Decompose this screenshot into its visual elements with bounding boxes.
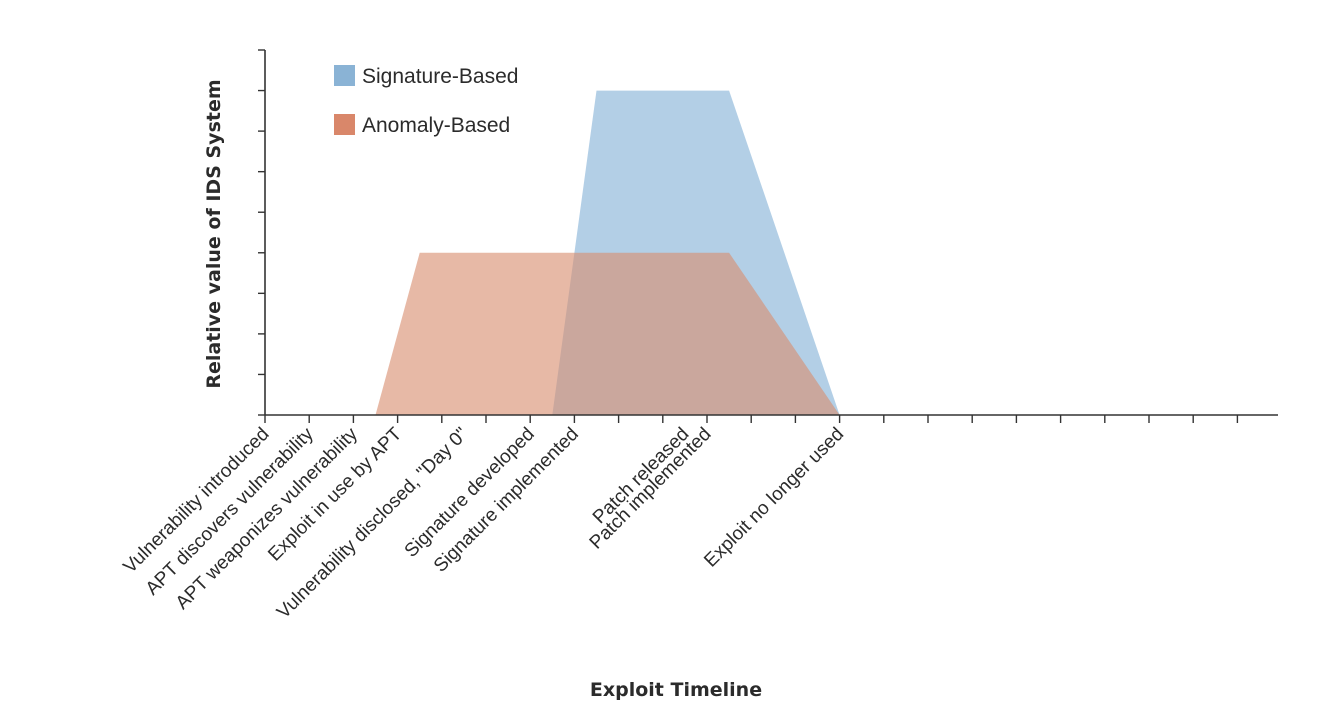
x-axis-ticks — [264, 415, 1239, 423]
legend-label: Signature-Based — [362, 65, 518, 88]
y-axis-title: Relative value of IDS System — [203, 79, 225, 388]
legend-label: Anomaly-Based — [362, 114, 510, 137]
x-axis-title: Exploit Timeline — [590, 679, 762, 701]
series-areas — [375, 90, 840, 415]
x-tick-label: Patch implemented — [586, 424, 716, 554]
area-series-2 — [375, 252, 840, 415]
legend-swatch — [334, 114, 355, 135]
x-tick-label: APT discovers vulnerability — [142, 423, 318, 599]
legend: Signature-Based Anomaly-Based — [334, 65, 518, 137]
legend-swatch — [334, 65, 355, 86]
y-axis-ticks — [258, 49, 265, 416]
x-tick-label: Exploit no longer used — [700, 424, 848, 572]
x-tick-label: APT weaponizes vulnerability — [172, 423, 362, 613]
